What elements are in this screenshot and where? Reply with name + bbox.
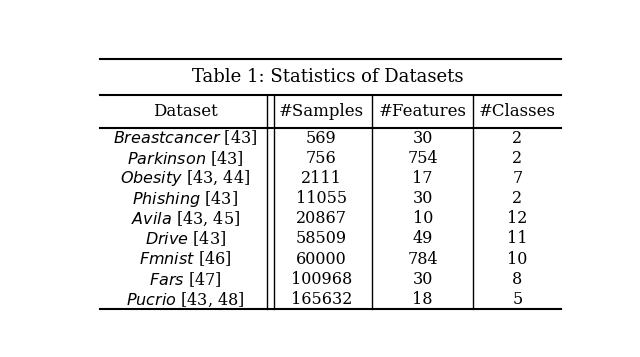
Text: 11: 11 [507,230,527,247]
Text: 165632: 165632 [291,291,352,308]
Text: 754: 754 [408,150,438,167]
Text: $\it{Fmnist}$ [46]: $\it{Fmnist}$ [46] [139,250,232,268]
Text: 2: 2 [512,150,522,167]
Text: Table 1: Statistics of Datasets: Table 1: Statistics of Datasets [192,68,464,86]
Text: 58509: 58509 [296,230,347,247]
Text: 5: 5 [512,291,522,308]
Text: 2111: 2111 [301,170,342,187]
Text: 49: 49 [413,230,433,247]
Text: $\it{Pucrio}$ [43, 48]: $\it{Pucrio}$ [43, 48] [126,290,244,308]
Text: $\it{Fars}$ [47]: $\it{Fars}$ [47] [149,270,221,289]
Text: 17: 17 [413,170,433,187]
Text: 569: 569 [306,130,337,147]
Text: 10: 10 [413,210,433,227]
Text: 7: 7 [512,170,522,187]
Text: 11055: 11055 [296,190,347,207]
Text: #Features: #Features [379,103,467,120]
Text: 12: 12 [507,210,527,227]
Text: 784: 784 [408,251,438,268]
Text: 30: 30 [413,190,433,207]
Text: 60000: 60000 [296,251,347,268]
Text: 2: 2 [512,190,522,207]
Text: 30: 30 [413,130,433,147]
Text: 30: 30 [413,271,433,288]
Text: 2: 2 [512,130,522,147]
Text: 20867: 20867 [296,210,347,227]
Text: $\it{Obesity}$ [43, 44]: $\it{Obesity}$ [43, 44] [120,169,250,188]
Text: #Samples: #Samples [278,103,364,120]
Text: $\it{Drive}$ [43]: $\it{Drive}$ [43] [145,230,226,248]
Text: 756: 756 [306,150,337,167]
Text: #Classes: #Classes [479,103,556,120]
Text: $\it{Phishing}$ [43]: $\it{Phishing}$ [43] [132,188,238,208]
Text: $\it{Breastcancer}$ [43]: $\it{Breastcancer}$ [43] [113,129,257,147]
Text: $\it{Avila}$ [43, 45]: $\it{Avila}$ [43, 45] [131,210,240,228]
Text: $\it{Parkinson}$ [43]: $\it{Parkinson}$ [43] [127,149,244,168]
Text: 18: 18 [413,291,433,308]
Text: Dataset: Dataset [153,103,218,120]
Text: 8: 8 [512,271,522,288]
Text: 100968: 100968 [291,271,352,288]
Text: 10: 10 [507,251,527,268]
